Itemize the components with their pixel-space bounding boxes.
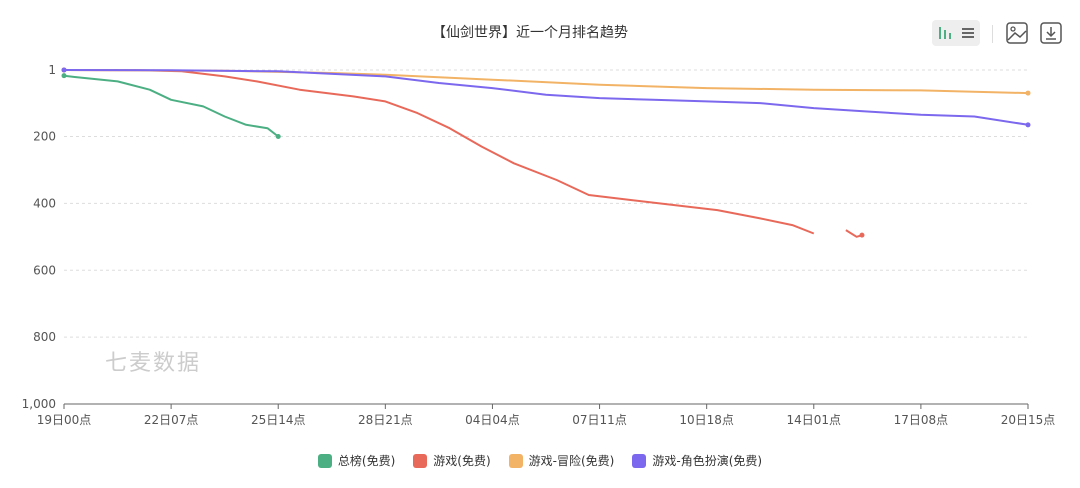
series-point xyxy=(275,134,281,140)
chart-type-toggle-button[interactable] xyxy=(932,20,980,46)
x-tick-label: 22日07点 xyxy=(144,413,199,427)
series-point xyxy=(859,232,865,238)
x-tick-label: 04日04点 xyxy=(465,413,520,427)
save-image-button[interactable] xyxy=(1004,20,1030,46)
x-tick-label: 17日08点 xyxy=(894,413,949,427)
bar-line-toggle-icon xyxy=(939,27,974,39)
watermark: 七麦数据 xyxy=(105,351,202,376)
legend-swatch xyxy=(317,453,332,468)
chart-legend: 总榜(免费) 游戏(免费) 游戏-冒险(免费) 游戏-角色扮演(免费) xyxy=(0,452,1080,469)
legend-item-1[interactable]: 游戏(免费) xyxy=(413,452,491,469)
x-tick-label: 28日21点 xyxy=(358,413,413,427)
y-tick-label: 400 xyxy=(33,196,56,210)
x-tick-label: 20日15点 xyxy=(1001,413,1056,427)
legend-swatch xyxy=(632,453,647,468)
series-point xyxy=(1025,122,1031,128)
x-tick-label: 14日01点 xyxy=(787,413,842,427)
image-icon xyxy=(1006,22,1028,44)
legend-item-2[interactable]: 游戏-冒险(免费) xyxy=(508,452,615,469)
series-line-1 xyxy=(63,69,863,238)
toolbar-divider xyxy=(992,25,993,43)
y-tick-label: 1 xyxy=(48,63,56,77)
chart-title: 【仙剑世界】近一个月排名趋势 xyxy=(432,25,628,41)
y-tick-label: 600 xyxy=(33,263,56,277)
x-tick-label: 10日18点 xyxy=(679,413,734,427)
x-tick-label: 19日00点 xyxy=(37,413,92,427)
series-line-3 xyxy=(63,69,1029,126)
y-tick-label: 1,000 xyxy=(22,397,56,411)
legend-label: 游戏-冒险(免费) xyxy=(528,454,615,468)
legend-label: 总榜(免费) xyxy=(337,454,396,468)
series-line-2 xyxy=(63,69,1029,95)
legend-swatch xyxy=(508,453,523,468)
legend-label: 游戏-角色扮演(免费) xyxy=(652,454,763,468)
series-point xyxy=(1025,90,1031,96)
chart-plot-area: 1 200 400 600 800 1,000 19日00点 22日07点 25日14点 28日2… xyxy=(22,63,1056,427)
download-button[interactable] xyxy=(1038,20,1064,46)
download-icon xyxy=(1040,22,1062,44)
y-tick-label: 200 xyxy=(33,130,56,144)
legend-label: 游戏(免费) xyxy=(433,454,491,468)
legend-item-3[interactable]: 游戏-角色扮演(免费) xyxy=(632,452,762,469)
series-point xyxy=(61,73,67,79)
x-tick-label: 07日11点 xyxy=(572,413,627,427)
legend-swatch xyxy=(413,453,428,468)
x-tick-label: 25日14点 xyxy=(251,413,306,427)
y-tick-label: 800 xyxy=(33,330,56,344)
legend-item-0[interactable]: 总榜(免费) xyxy=(317,452,396,469)
series-point xyxy=(61,67,67,73)
series-line-0 xyxy=(63,74,279,138)
